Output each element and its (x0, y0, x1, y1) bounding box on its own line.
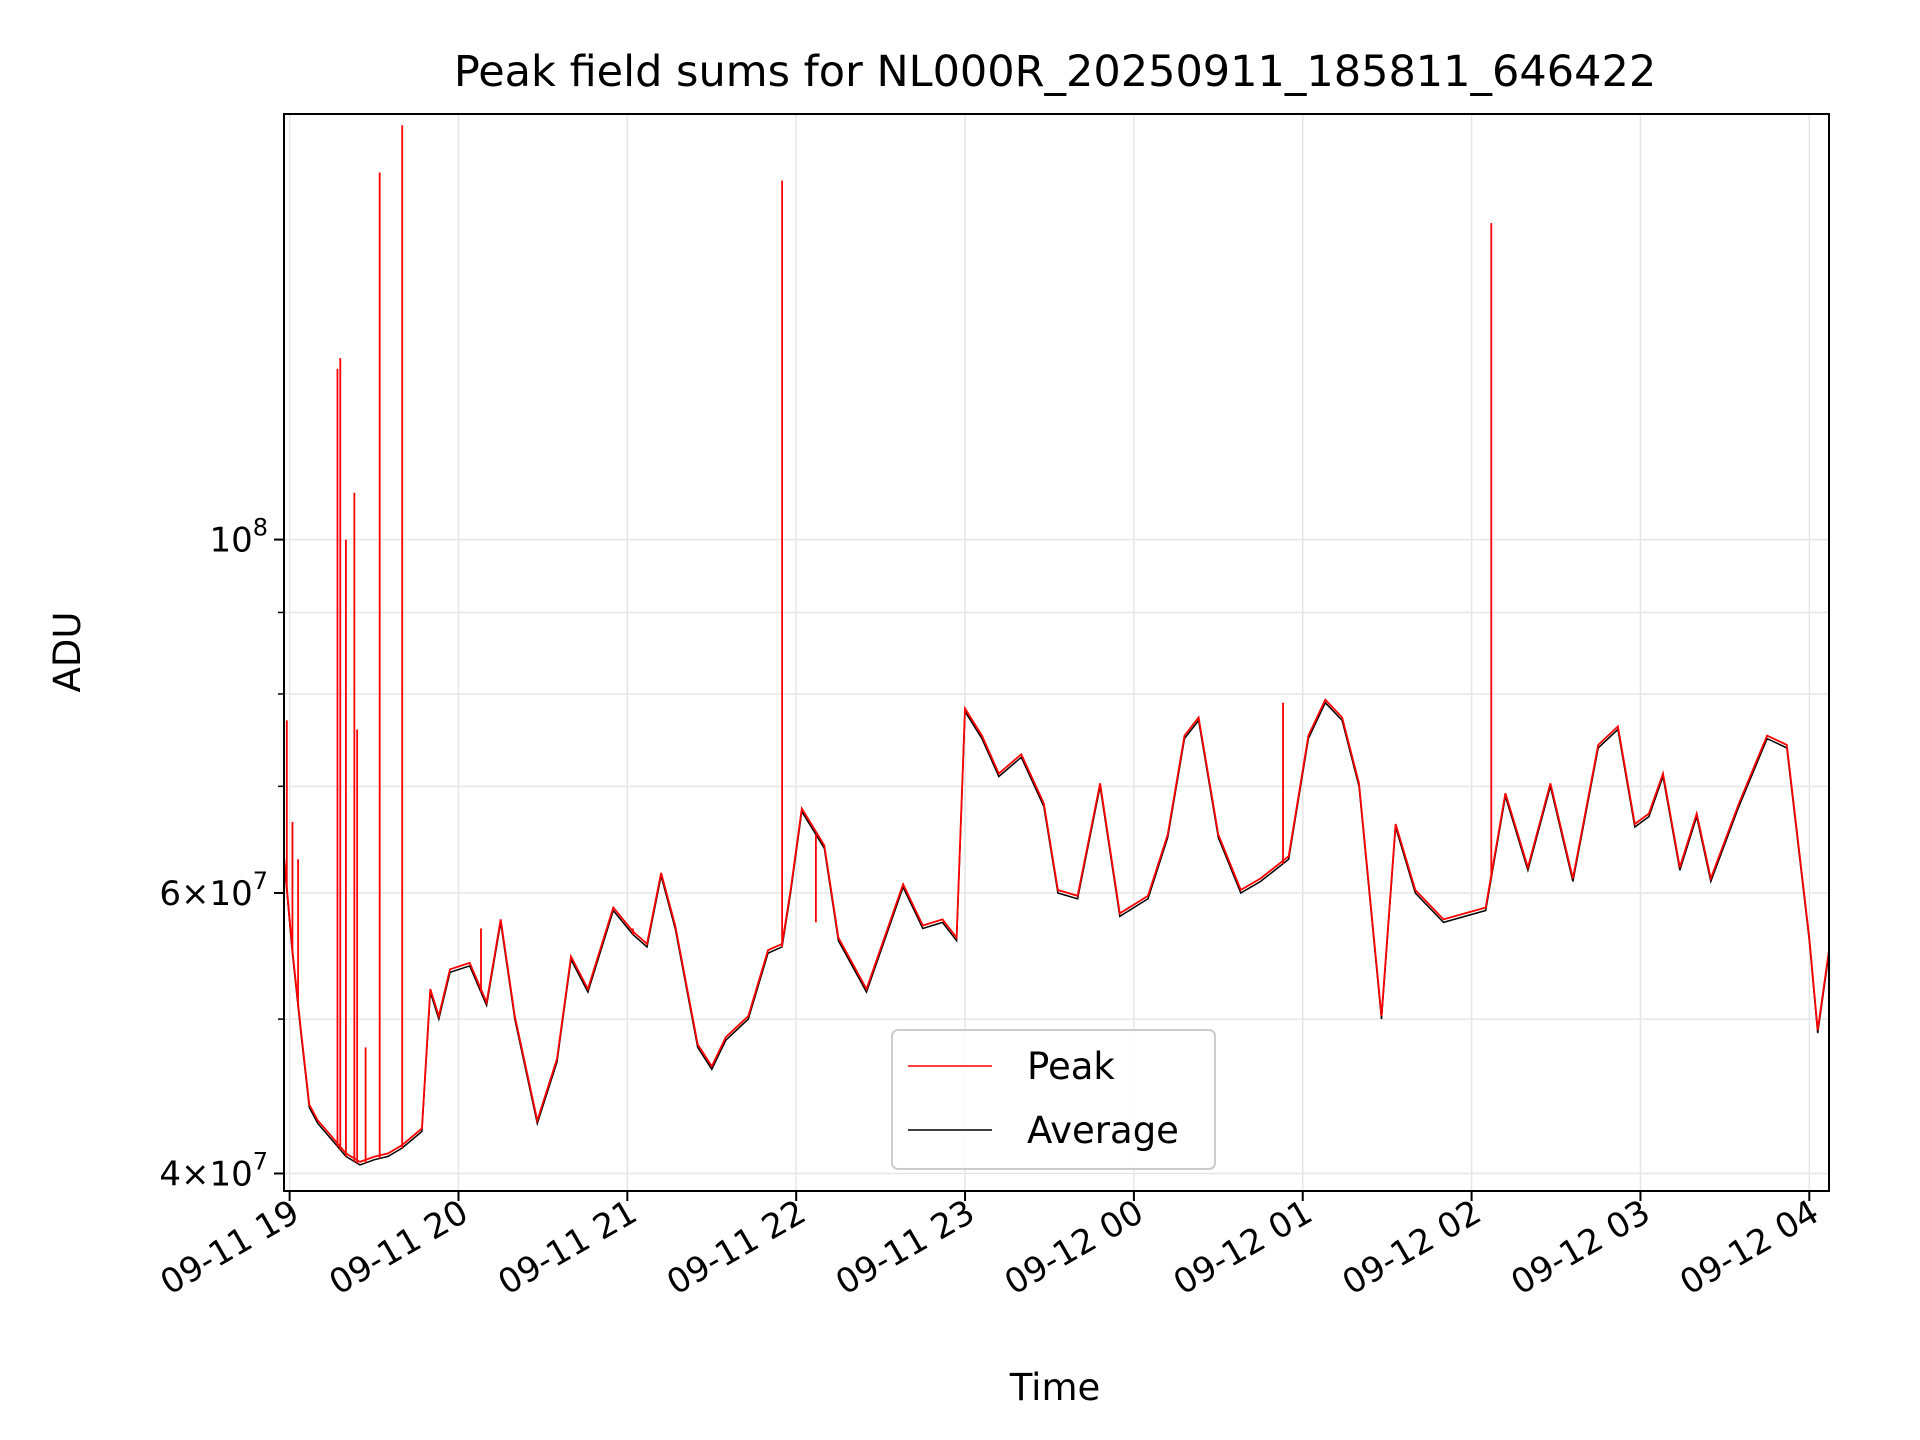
x-tick-label: 09-11 19 (154, 1192, 306, 1303)
y-tick-label: 4×107 (159, 1147, 268, 1194)
legend-average-label: Average (1027, 1109, 1179, 1152)
x-tick-label: 09-12 00 (998, 1192, 1150, 1303)
series-peak (284, 125, 1829, 1164)
legend-box (891, 1029, 1216, 1170)
x-tick-label: 09-11 22 (660, 1192, 812, 1303)
x-axis: 09-11 19 09-11 20 09-11 21 09-11 22 09-11 23… (154, 1191, 1826, 1303)
x-tick-label: 09-11 21 (491, 1192, 643, 1303)
x-tick-label: 09-12 01 (1167, 1192, 1319, 1303)
x-tick-label: 09-12 03 (1505, 1192, 1657, 1303)
x-axis-label: Time (1009, 1366, 1101, 1409)
y-tick-label: 6×107 (159, 867, 268, 914)
legend-peak-label: Peak (1027, 1045, 1115, 1088)
x-tick-label: 09-11 20 (323, 1192, 475, 1303)
y-tick-label: 108 (209, 514, 268, 561)
legend: Peak Average (891, 1029, 1216, 1170)
y-axis: 4×107 6×107 108 (159, 514, 284, 1194)
peak-line (284, 698, 1829, 1163)
x-tick-label: 09-11 23 (829, 1192, 981, 1303)
grid (284, 114, 1829, 1191)
plot-frame (283, 113, 1830, 1192)
y-axis-label: ADU (46, 612, 89, 693)
x-tick-label: 09-12 04 (1673, 1192, 1825, 1303)
chart-title: Peak field sums for NL000R_20250911_1858… (454, 47, 1656, 97)
x-tick-label: 09-12 02 (1336, 1192, 1488, 1303)
